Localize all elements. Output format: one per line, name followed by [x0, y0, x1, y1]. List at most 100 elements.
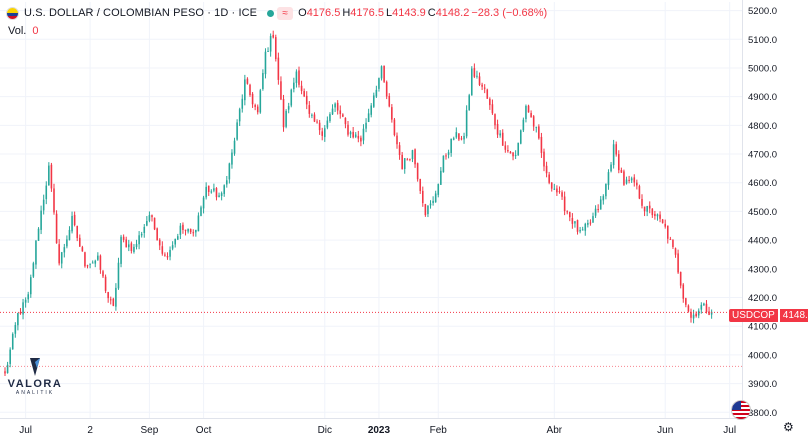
- candle-down: [558, 191, 561, 193]
- candle-down: [473, 68, 476, 77]
- y-tick-label: 4400.0: [748, 236, 777, 247]
- candle-up: [525, 105, 527, 119]
- candle-up: [432, 200, 434, 203]
- candle-up: [17, 313, 19, 326]
- last-price-tag: USDCOP 4148.2: [729, 309, 808, 322]
- candle-up: [587, 223, 589, 225]
- candle-down: [357, 135, 360, 139]
- candle-up: [437, 184, 440, 195]
- y-tick-label: 4900.0: [748, 92, 777, 103]
- candle-up: [535, 126, 538, 128]
- x-tick-label: Jul: [723, 425, 736, 436]
- candle-up: [174, 239, 177, 245]
- candle-down: [682, 284, 685, 299]
- candle-up: [710, 311, 713, 315]
- reference-lines: [0, 311, 742, 367]
- candle-down: [53, 188, 55, 213]
- candle-down: [321, 131, 324, 136]
- candle-down: [360, 137, 362, 142]
- price-tag-value: 4148.2: [779, 309, 808, 322]
- low-key: L: [385, 7, 393, 19]
- candle-up: [367, 113, 370, 123]
- candle-up: [171, 245, 174, 249]
- chart-legend: U.S. DOLLAR / COLOMBIAN PESO · 1D · ICE …: [6, 5, 549, 21]
- candle-up: [362, 128, 365, 141]
- candle-down: [496, 123, 499, 135]
- candle-down: [540, 136, 543, 153]
- grid: [0, 2, 742, 418]
- candle-down: [84, 252, 86, 267]
- y-tick-label: 4700.0: [748, 150, 777, 161]
- candle-up: [24, 299, 27, 303]
- candle-down: [130, 243, 133, 251]
- candle-down: [664, 223, 667, 227]
- candle-up: [519, 130, 522, 144]
- candle-down: [58, 244, 60, 264]
- candle-up: [630, 178, 633, 181]
- candle-up: [440, 170, 442, 185]
- candle-down: [669, 238, 672, 240]
- candle-down: [112, 298, 115, 306]
- candle-up: [195, 229, 197, 233]
- volume-legend: Vol. 0: [8, 25, 38, 37]
- us-flag-icon[interactable]: [731, 400, 751, 420]
- x-tick-label: Jul: [19, 425, 32, 436]
- candle-down: [274, 37, 277, 60]
- candle-up: [375, 89, 378, 97]
- candle-up: [94, 260, 97, 264]
- y-tick-label: 4000.0: [748, 350, 777, 361]
- x-tick-label: 2023: [368, 425, 391, 436]
- candle-up: [517, 142, 520, 156]
- candle-up: [411, 150, 414, 160]
- candle-up: [269, 36, 272, 52]
- candle-down: [277, 57, 280, 80]
- candle-down: [109, 299, 112, 301]
- candle-down: [256, 106, 259, 113]
- candle-down: [563, 196, 566, 211]
- candle-up: [326, 120, 329, 128]
- candle-up: [35, 240, 37, 265]
- symbol-title[interactable]: U.S. DOLLAR / COLOMBIAN PESO · 1D · ICE: [24, 7, 258, 19]
- candle-down: [481, 84, 483, 87]
- candle-down: [73, 214, 76, 226]
- candle-down: [527, 105, 530, 113]
- candle-up: [218, 195, 220, 198]
- candle-up: [455, 132, 458, 138]
- candle-up: [187, 228, 189, 232]
- candle-down: [561, 192, 563, 197]
- candle-up: [334, 103, 336, 108]
- candle-up: [262, 73, 264, 90]
- candle-down: [543, 151, 545, 167]
- logo-name: VALORA: [7, 378, 63, 390]
- candle-down: [78, 237, 81, 247]
- candle-up: [602, 196, 605, 201]
- candle-up: [697, 310, 700, 316]
- candle-down: [55, 213, 58, 244]
- candles: [4, 30, 713, 377]
- candle-down: [383, 65, 385, 82]
- market-badge-icon[interactable]: ≈: [277, 6, 294, 20]
- candle-up: [127, 244, 130, 248]
- y-tick-label: 4100.0: [748, 322, 777, 333]
- candle-down: [651, 208, 654, 216]
- candle-up: [287, 106, 290, 110]
- settings-gear-icon[interactable]: ⚙: [783, 420, 794, 434]
- candle-down: [512, 152, 514, 157]
- candle-down: [672, 239, 674, 248]
- price-tag-symbol: USDCOP: [729, 309, 778, 322]
- candle-up: [225, 180, 228, 185]
- candle-down: [316, 121, 318, 123]
- candle-down: [388, 95, 391, 107]
- y-tick-label: 4200.0: [748, 293, 777, 304]
- x-tick-label: Sep: [141, 425, 159, 436]
- candle-up: [138, 235, 140, 245]
- candle-down: [305, 95, 308, 105]
- y-tick-label: 5000.0: [748, 63, 777, 74]
- candle-down: [659, 214, 661, 219]
- candle-down: [19, 312, 22, 314]
- candle-up: [553, 188, 556, 190]
- candle-up: [450, 138, 452, 153]
- candle-up: [22, 302, 24, 315]
